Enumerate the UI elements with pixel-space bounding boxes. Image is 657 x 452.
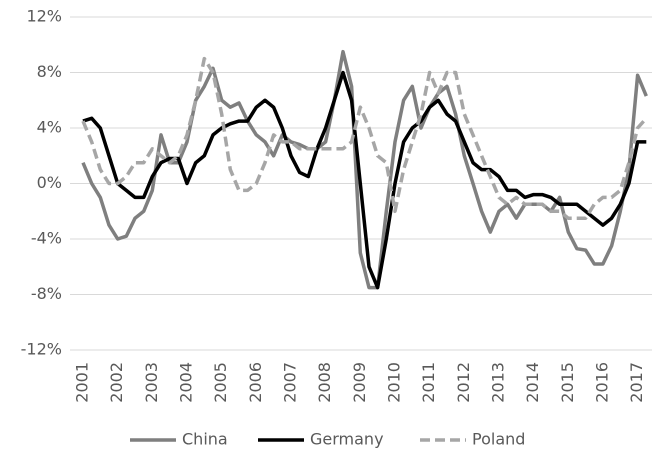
x-tick-label: 2002	[107, 362, 126, 403]
y-tick-label: -4%	[31, 229, 62, 248]
y-tick-label: 0%	[37, 173, 62, 192]
x-tick-label: 2015	[558, 362, 577, 403]
x-tick-label: 2010	[384, 362, 403, 403]
x-tick-label: 2009	[350, 362, 369, 403]
y-tick-label: 4%	[37, 118, 62, 137]
legend-label: Germany	[310, 430, 384, 449]
x-tick-label: 2012	[454, 362, 473, 403]
x-tick-label: 2005	[211, 362, 230, 403]
series-line	[82, 70, 647, 290]
series-line	[81, 49, 648, 290]
x-tick-label: 2007	[280, 362, 299, 403]
x-tick-label: 2013	[488, 362, 507, 403]
y-tick-label: 12%	[26, 7, 62, 26]
y-tick-label: 8%	[37, 62, 62, 81]
x-tick-label: 2011	[419, 362, 438, 403]
x-tick-label: 2016	[592, 362, 611, 403]
legend-label: Poland	[472, 430, 525, 449]
x-tick-label: 2008	[315, 362, 334, 403]
y-tick-label: -8%	[31, 284, 62, 303]
x-tick-label: 2003	[142, 362, 161, 403]
y-tick-label: -12%	[21, 340, 62, 359]
legend-label: China	[182, 430, 228, 449]
x-tick-label: 2004	[176, 362, 195, 403]
x-tick-label: 2014	[523, 362, 542, 403]
x-tick-label: 2017	[627, 362, 646, 403]
series-line	[81, 56, 648, 220]
x-tick-label: 2001	[73, 362, 92, 403]
x-tick-label: 2006	[246, 362, 265, 403]
